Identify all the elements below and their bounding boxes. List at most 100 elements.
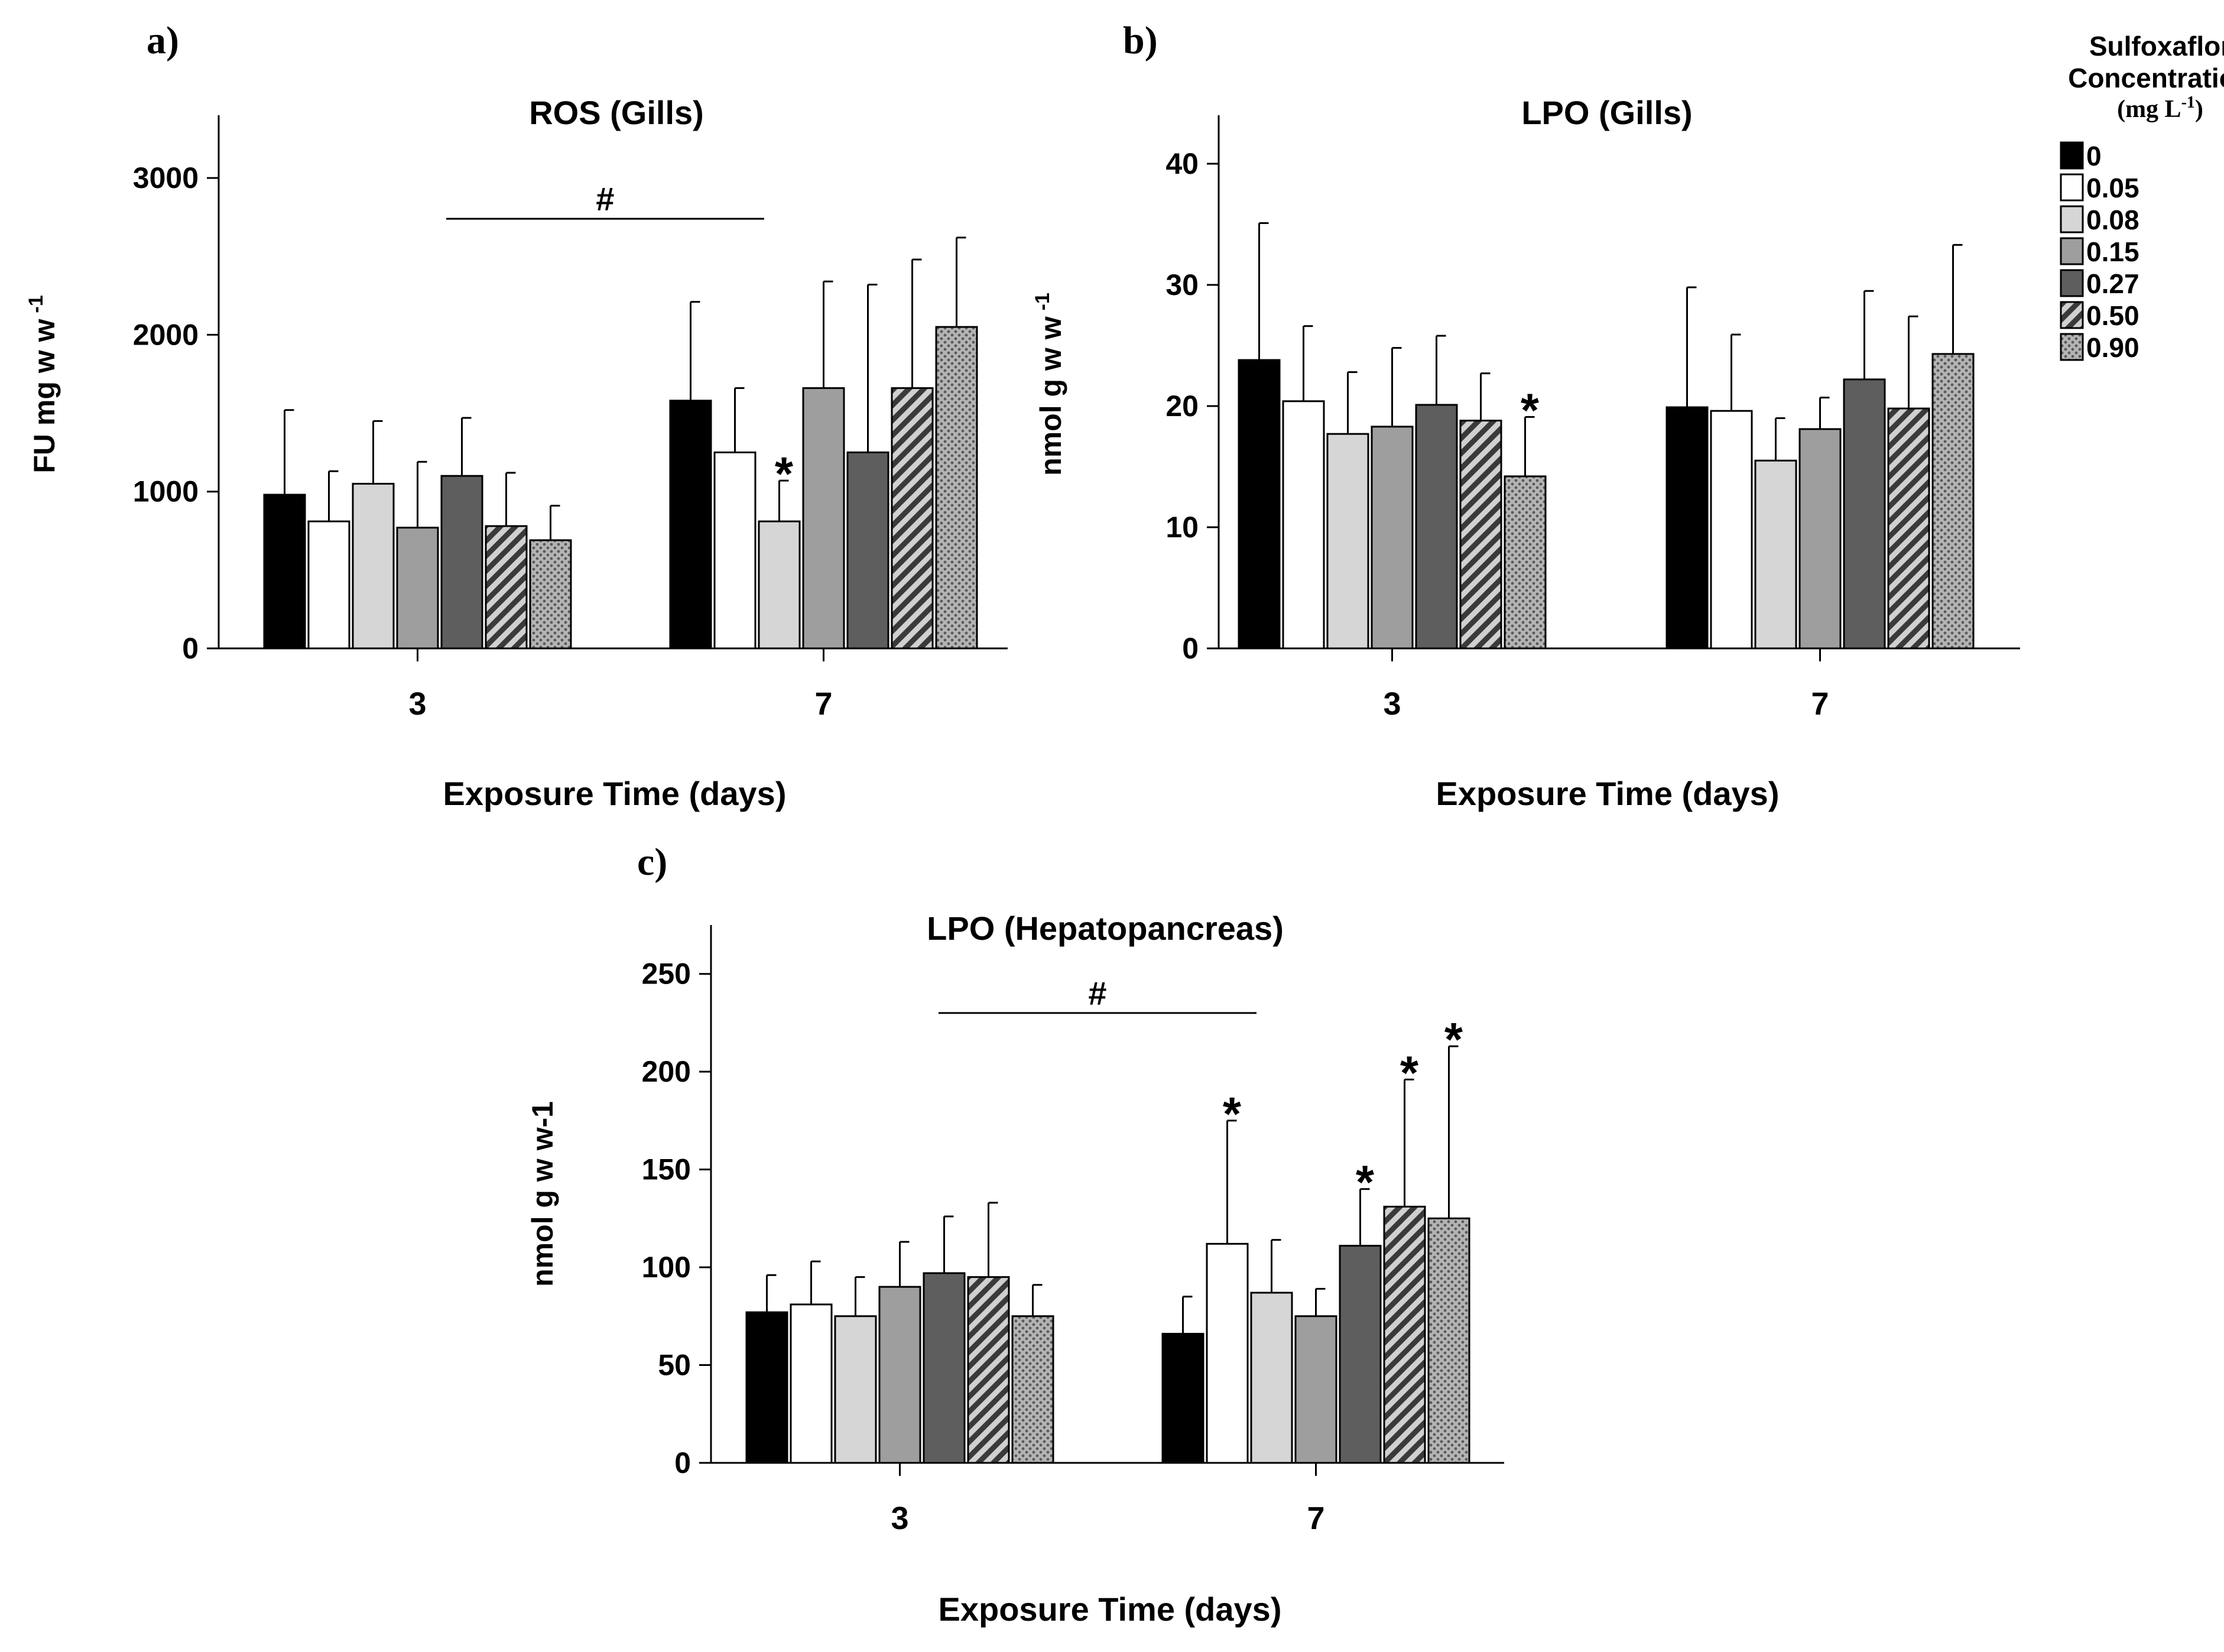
y-axis-label-text: nmol g w w — [1034, 316, 1067, 476]
bar-0-15-day-7 — [802, 387, 845, 650]
x-tick-label: 7 — [814, 686, 832, 722]
bar-0-15-day-7 — [1798, 428, 1842, 650]
y-tick-label: 0 — [182, 632, 199, 665]
bar-0-05-day-3 — [307, 520, 350, 650]
x-axis-label: Exposure Time (days) — [443, 775, 787, 812]
bar-0-50-day-7 — [891, 387, 934, 650]
bar-0-day-7 — [669, 400, 712, 650]
bar-0-05-day-7 — [1206, 1242, 1249, 1464]
legend-swatch-0-15 — [2060, 237, 2084, 265]
bar-0-05-day-7 — [713, 451, 757, 650]
chart-panel-a: ROS (Gills) Exposure Time (days) FU mg w… — [25, 94, 1008, 812]
bar-0-day-3 — [745, 1311, 788, 1464]
bar-0-08-day-3 — [352, 482, 395, 650]
legend-unit: (mg L-1) — [2117, 93, 2203, 123]
legend-label: 0.90 — [2086, 332, 2139, 363]
y-tick-label: 200 — [642, 1055, 691, 1088]
x-axis-label: Exposure Time (days) — [1436, 775, 1780, 812]
x-tick-label: 3 — [891, 1501, 908, 1536]
bar-0-27-day-3 — [1415, 404, 1458, 650]
bar-0-08-day-3 — [834, 1315, 877, 1464]
comparison-marker: # — [596, 180, 614, 218]
bar-0-90-day-7 — [935, 326, 978, 650]
y-tick-label: 10 — [1165, 511, 1199, 544]
bar-0-90-day-3 — [1504, 475, 1547, 650]
bar-0-90-day-7 — [1427, 1217, 1470, 1464]
significance-star: * — [775, 447, 794, 500]
legend-unit-close: ) — [2195, 96, 2203, 123]
legend-swatch-0-08 — [2060, 205, 2084, 233]
legend-label: 0.05 — [2086, 173, 2139, 203]
chart-panel-c: LPO (Hepatopancreas) Exposure Time (days… — [526, 910, 1504, 1628]
bar-0-08-day-7 — [1754, 459, 1797, 650]
y-tick-label: 30 — [1165, 268, 1199, 301]
significance-star: * — [1521, 384, 1540, 436]
x-tick-label: 7 — [1811, 686, 1829, 722]
bar-0-08-day-7 — [1250, 1291, 1293, 1464]
bar-0-05-day-3 — [1282, 400, 1325, 650]
legend-label: 0 — [2086, 141, 2102, 171]
x-tick-label: 3 — [408, 686, 426, 722]
panel-label-c: c) — [637, 840, 667, 884]
bar-0-05-day-3 — [790, 1303, 833, 1464]
y-axis-label: nmol g w w-1 — [526, 1101, 559, 1287]
bar-0-27-day-3 — [923, 1272, 966, 1464]
legend-title-line2: Concentration — [2068, 63, 2224, 93]
bar-0-27-day-7 — [1843, 378, 1886, 650]
y-tick-label: 150 — [642, 1153, 691, 1186]
bar-0-05-day-7 — [1710, 410, 1753, 650]
y-tick-label: 100 — [642, 1251, 691, 1284]
y-axis-label-sup: -1 — [1031, 293, 1054, 310]
bar-0-50-day-3 — [967, 1276, 1010, 1464]
legend: Sulfoxaflor Concentration (mg L-1) 00.05… — [2060, 31, 2224, 363]
y-tick-label: 40 — [1165, 147, 1199, 180]
bar-0-15-day-3 — [1371, 426, 1414, 650]
panel-label-a: a) — [147, 19, 179, 62]
legend-label: 0.08 — [2086, 205, 2139, 235]
legend-swatch-0-27 — [2060, 269, 2084, 297]
legend-unit-sup: -1 — [2181, 93, 2195, 112]
bar-0-27-day-7 — [1339, 1245, 1382, 1464]
legend-swatch-0-50 — [2060, 301, 2084, 329]
legend-label: 0.15 — [2086, 236, 2139, 267]
y-tick-label: 0 — [1182, 632, 1199, 665]
legend-unit-main: (mg L — [2117, 96, 2181, 123]
bar-0-day-3 — [263, 494, 306, 650]
y-tick-label: 2000 — [133, 318, 199, 351]
legend-label: 0.50 — [2086, 300, 2139, 331]
bar-0-50-day-3 — [485, 525, 528, 650]
bar-0-day-3 — [1238, 359, 1281, 650]
bar-0-15-day-7 — [1294, 1315, 1337, 1464]
y-tick-label: 50 — [658, 1349, 691, 1382]
x-tick-label: 7 — [1307, 1501, 1324, 1536]
y-axis-label: FU mg w w -1 — [25, 295, 61, 473]
y-axis-label-text: nmol g w w-1 — [526, 1101, 559, 1287]
significance-star: * — [1444, 1013, 1463, 1066]
panel-label-b: b) — [1123, 19, 1158, 62]
bar-0-day-7 — [1665, 406, 1709, 650]
chart-panel-b: LPO (Gills) Exposure Time (days) nmol g … — [1031, 94, 2020, 812]
legend-swatch-0-05 — [2060, 173, 2084, 202]
chart-title: LPO (Gills) — [1521, 94, 1692, 131]
significance-star: * — [1400, 1046, 1419, 1099]
y-tick-label: 3000 — [133, 161, 199, 194]
bar-0-15-day-3 — [878, 1286, 921, 1464]
chart-title: LPO (Hepatopancreas) — [927, 910, 1284, 947]
comparison-marker: # — [1088, 975, 1106, 1012]
bar-0-08-day-3 — [1326, 433, 1369, 650]
bar-0-50-day-7 — [1383, 1206, 1426, 1464]
legend-swatch-0 — [2060, 141, 2084, 170]
bar-0-50-day-3 — [1459, 420, 1502, 650]
x-axis-label: Exposure Time (days) — [939, 1591, 1282, 1628]
y-axis-label: nmol g w w -1 — [1031, 293, 1067, 476]
y-tick-label: 1000 — [133, 475, 199, 508]
significance-star: * — [1223, 1088, 1242, 1140]
x-tick-label: 3 — [1383, 686, 1401, 722]
y-tick-label: 0 — [674, 1446, 691, 1479]
bar-0-08-day-7 — [758, 520, 801, 650]
legend-label: 0.27 — [2086, 268, 2139, 299]
bar-0-15-day-3 — [396, 527, 439, 650]
bar-0-day-7 — [1161, 1333, 1204, 1464]
y-tick-label: 20 — [1165, 390, 1199, 423]
